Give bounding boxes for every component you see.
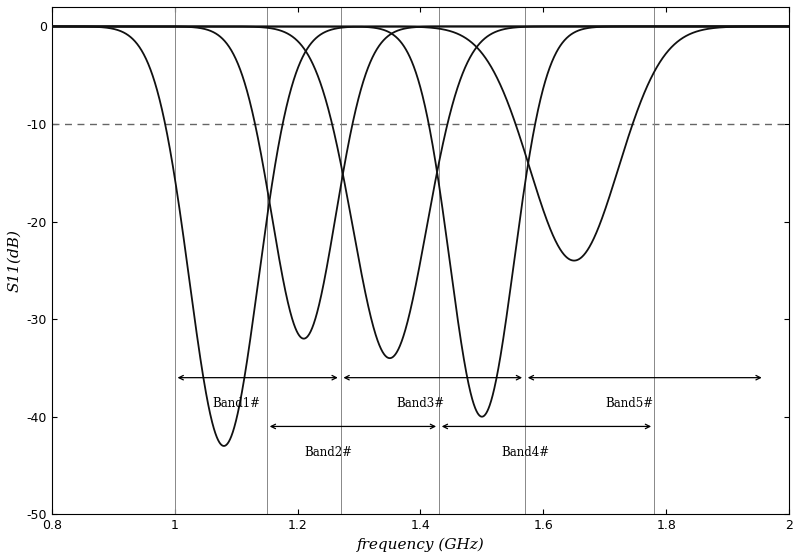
- Text: Band3#: Band3#: [397, 397, 445, 410]
- Text: Band5#: Band5#: [606, 397, 654, 410]
- Text: Band4#: Band4#: [501, 446, 549, 459]
- Y-axis label: S11(dB): S11(dB): [7, 229, 21, 292]
- X-axis label: frequency (GHz): frequency (GHz): [357, 538, 484, 552]
- Text: Band2#: Band2#: [304, 446, 352, 459]
- Text: Band1#: Band1#: [212, 397, 260, 410]
